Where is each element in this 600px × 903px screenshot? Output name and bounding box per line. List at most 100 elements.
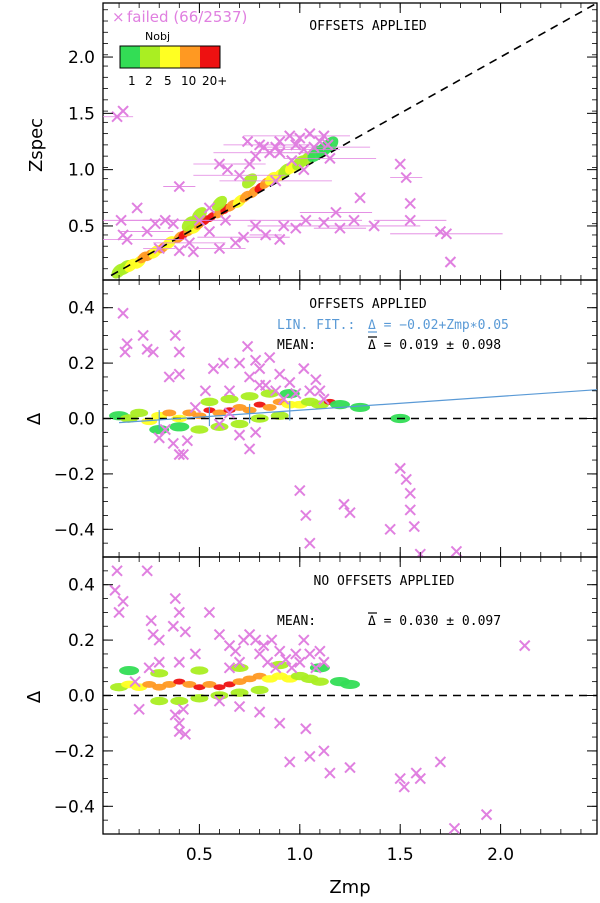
failed-point [229, 645, 242, 657]
failed-point [153, 242, 165, 255]
failed-point [253, 362, 266, 375]
failed-point-stroke [129, 675, 141, 688]
density-blob [211, 195, 228, 212]
failed-point-stroke [274, 147, 286, 159]
failed-point [344, 761, 356, 774]
failed-point [199, 385, 212, 397]
failed-point-stroke [274, 645, 286, 657]
density-blob [162, 681, 177, 688]
failed-point-stroke [249, 634, 262, 646]
failed-point [153, 656, 165, 668]
failed-point-stroke [119, 346, 131, 358]
failed-legend-icon: × [112, 8, 125, 26]
x-tick-label: 0.5 [186, 845, 213, 865]
density-blob [150, 669, 169, 678]
failed-point-stroke [400, 473, 412, 486]
failed-point-stroke [314, 385, 326, 397]
failed-point-stroke [318, 393, 330, 405]
failed-point [300, 509, 312, 522]
failed-legend-label: failed (66/2537) [127, 8, 247, 26]
colorbar-label-2: 2 [145, 74, 153, 88]
density-blob [220, 394, 239, 404]
failed-point-stroke [404, 214, 416, 227]
failed-point [173, 656, 186, 668]
failed-point [177, 703, 190, 716]
failed-point [274, 135, 286, 148]
failed-point-stroke [298, 143, 310, 156]
failed-point-stroke [243, 371, 256, 383]
failed-point-stroke [257, 639, 270, 652]
density-blob [212, 409, 227, 417]
density-blob [150, 696, 169, 706]
failed-point-stroke [408, 520, 420, 533]
failed-point [153, 432, 165, 444]
failed-point [253, 706, 266, 718]
failed-point-stroke [344, 506, 356, 519]
failed-point-stroke [159, 423, 171, 436]
failed-point [434, 225, 447, 238]
density-blob [310, 677, 329, 686]
failed-point-stroke [229, 237, 242, 249]
failed-point [159, 423, 171, 436]
failed-point-stroke [269, 175, 282, 187]
y-tick-label: 0.2 [68, 631, 95, 651]
failed-point [480, 808, 493, 821]
failed-point [404, 487, 416, 499]
failed-point [183, 237, 196, 249]
failed-point-stroke [117, 307, 129, 319]
failed-point-stroke [274, 717, 286, 729]
failed-point-stroke [298, 634, 310, 646]
density-blob [182, 681, 197, 688]
failed-point-stroke [410, 767, 422, 779]
failed-point-stroke [269, 385, 282, 397]
failed-point [318, 130, 330, 142]
colorbar-label-20plus: 20+ [202, 74, 227, 88]
y-tick-label: 0.0 [68, 687, 95, 707]
failed-point-stroke [314, 645, 326, 657]
axis-title-y-delta-middle: Δ [24, 412, 45, 425]
failed-point-stroke [314, 135, 326, 148]
failed-point [213, 242, 226, 255]
failed-point [257, 639, 270, 652]
failed-point-stroke [213, 695, 226, 707]
failed-point-stroke [173, 656, 186, 668]
failed-point [237, 231, 250, 243]
failed-point-stroke [249, 150, 262, 162]
failed-point-stroke [274, 135, 286, 148]
failed-point-stroke [109, 584, 121, 596]
failed-point [173, 245, 186, 257]
failed-point-stroke [177, 448, 190, 461]
failed-point [167, 217, 179, 230]
data-layer [103, 3, 597, 279]
failed-point [179, 626, 192, 638]
failed-point-stroke [179, 728, 192, 740]
x-tick-label: 2.0 [487, 845, 514, 865]
failed-point [169, 329, 181, 342]
failed-point-stroke [318, 745, 330, 757]
failed-point-stroke [189, 648, 202, 660]
failed-point [249, 150, 262, 162]
failed-point [221, 163, 234, 176]
failed-point-stroke [229, 645, 242, 657]
failed-point-stroke [133, 703, 145, 716]
failed-point [278, 220, 290, 232]
failed-point-stroke [284, 376, 296, 389]
failed-point-stroke [193, 214, 206, 227]
failed-point-stroke [269, 662, 282, 674]
failed-point-stroke [480, 808, 493, 821]
failed-point [219, 214, 232, 227]
failed-point [213, 158, 226, 170]
failed-point-stroke [348, 214, 360, 227]
failed-point [324, 767, 336, 779]
mean-value-middle: Δ = 0.019 ± 0.098 [368, 338, 501, 353]
failed-point [414, 772, 426, 785]
failed-point [384, 523, 396, 536]
failed-point [121, 233, 133, 246]
failed-point-stroke [448, 822, 461, 834]
failed-point [324, 152, 336, 165]
failed-point [141, 343, 153, 355]
failed-point [304, 385, 316, 397]
failed-point [394, 462, 406, 475]
failed-point-stroke [300, 214, 312, 227]
density-blob [190, 666, 209, 675]
